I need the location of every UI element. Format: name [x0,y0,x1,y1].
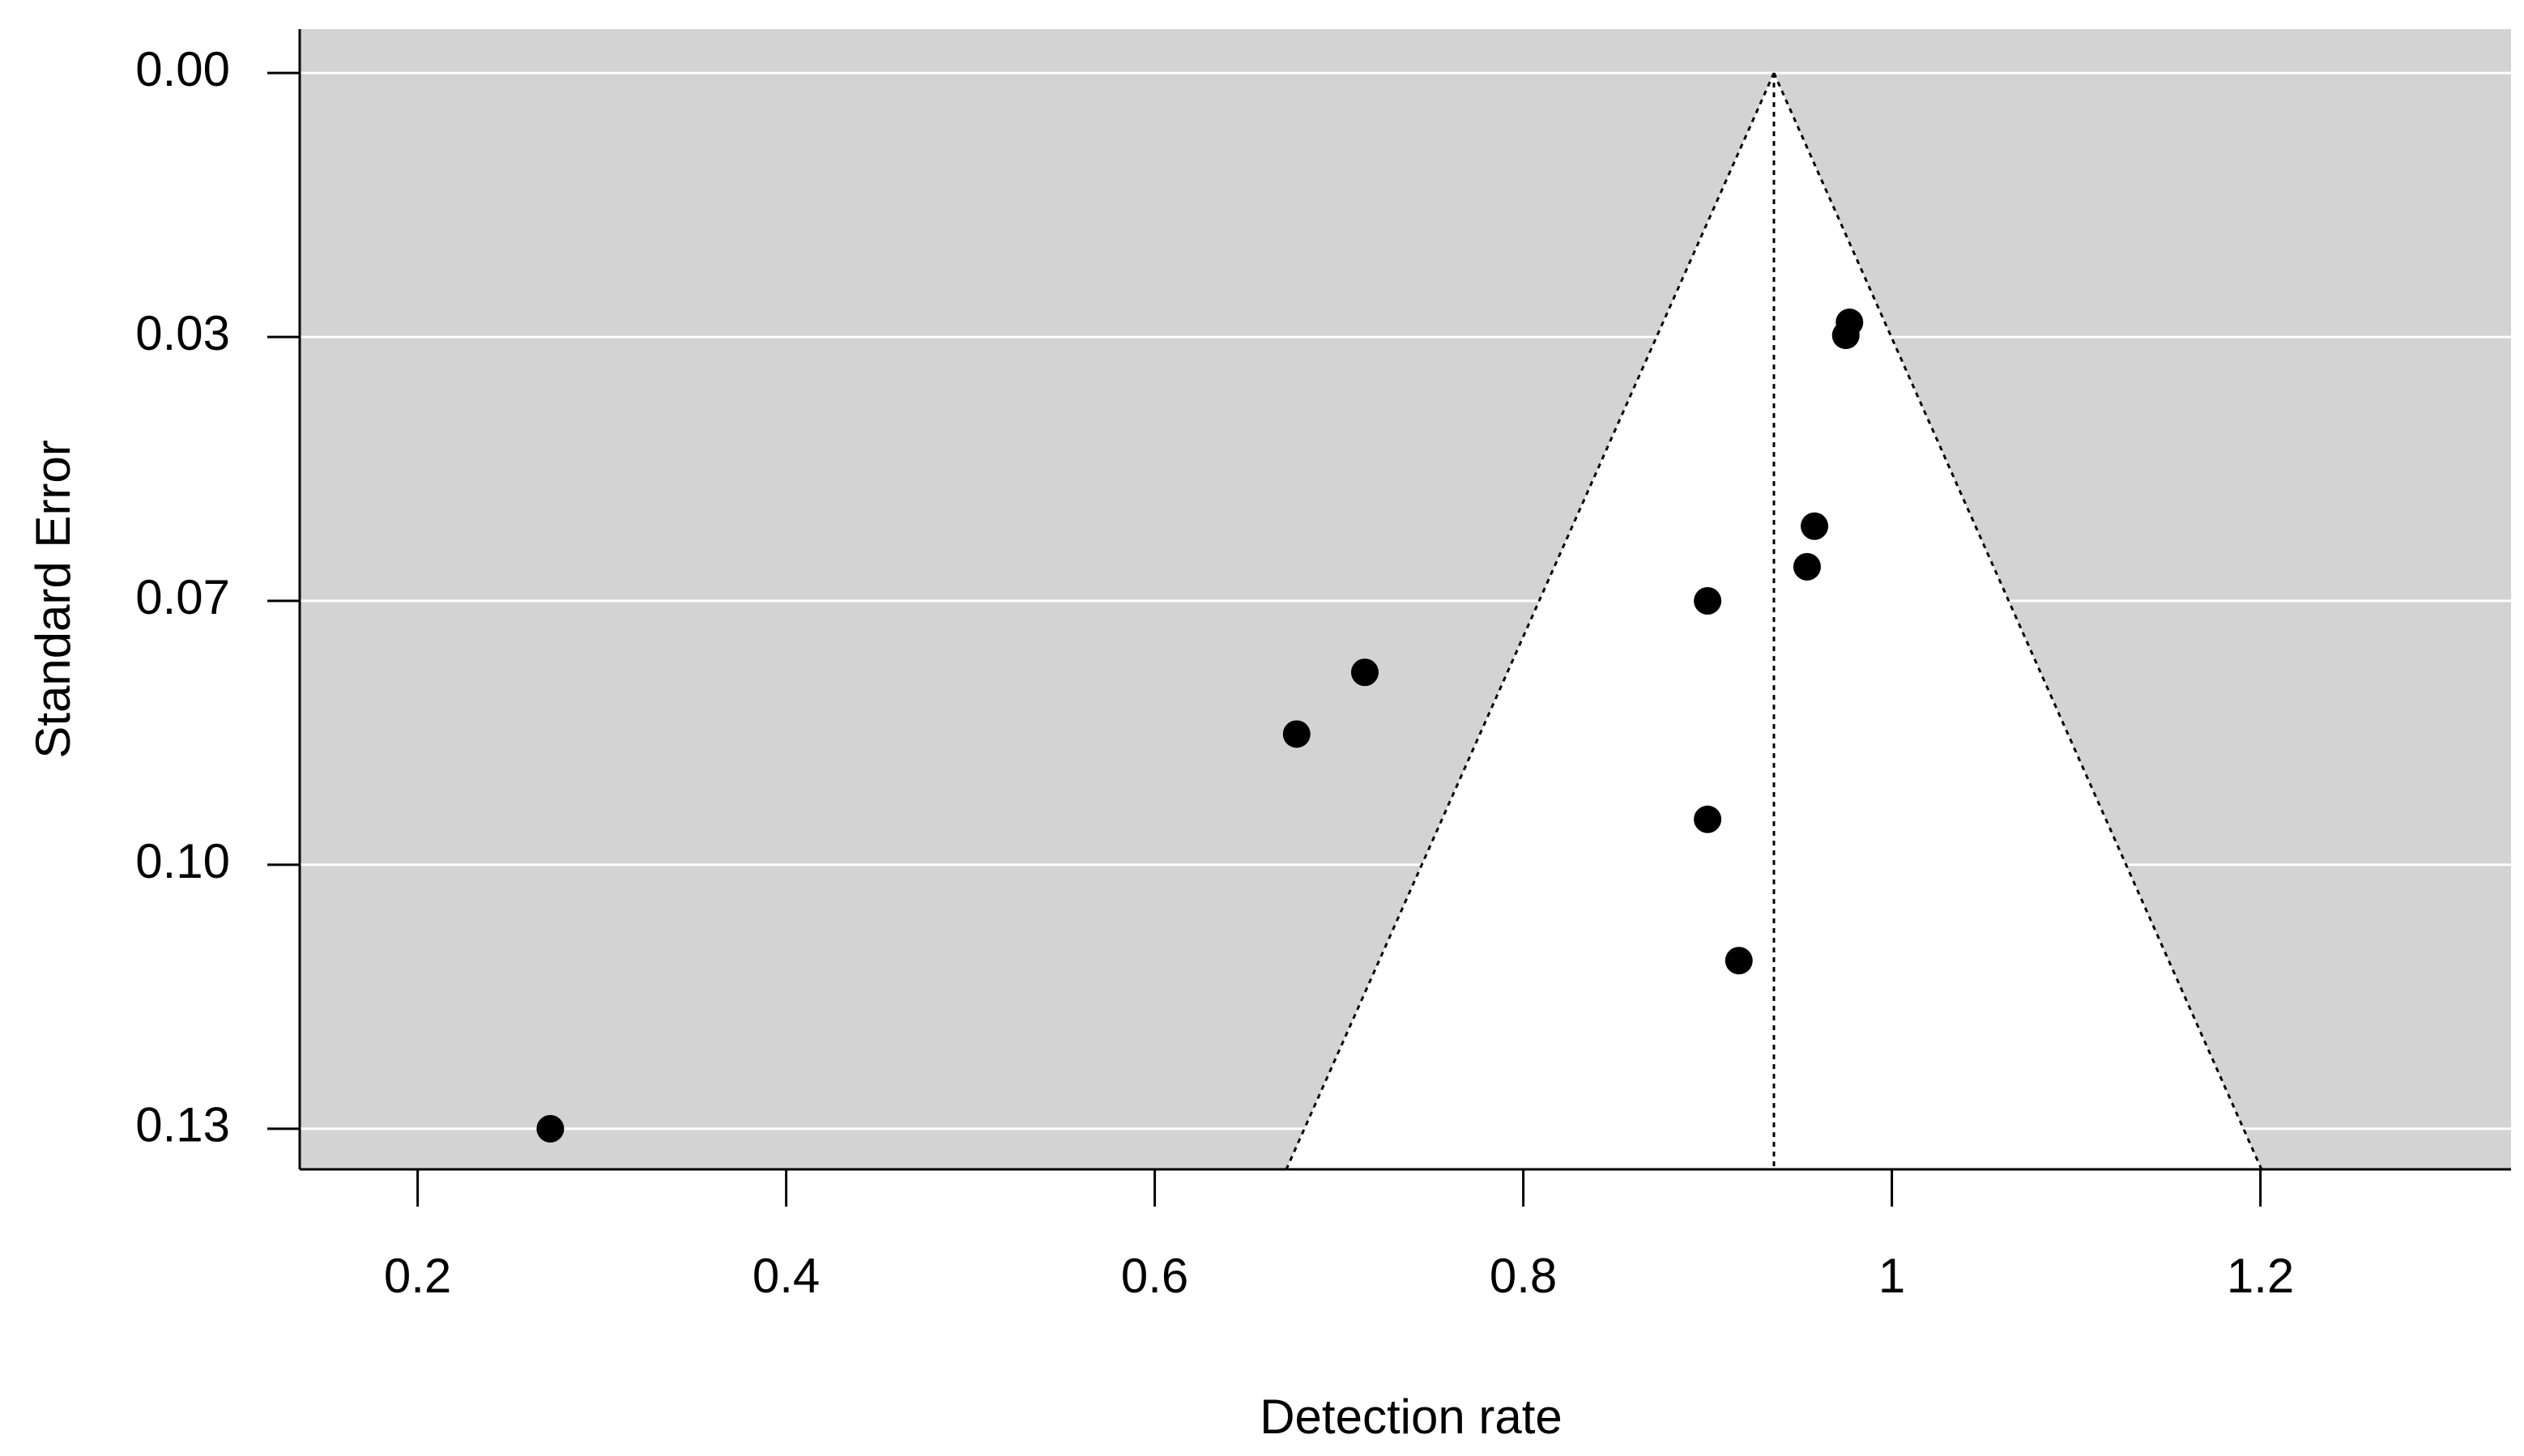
y-tick-label: 0.07 [135,570,230,624]
y-tick-label: 0.10 [135,834,230,888]
point [1831,321,1860,350]
point [1282,720,1311,748]
x-tick-label: 0.8 [1490,1249,1557,1303]
point [1793,552,1821,581]
x-tick-label: 0.6 [1121,1249,1188,1303]
x-tick-label: 0.4 [753,1249,820,1303]
point [1694,587,1722,615]
point [1725,947,1753,975]
x-tick-label: 1 [1878,1249,1905,1303]
point [1350,658,1379,687]
x-axis-title: Detection rate [1260,1390,1563,1444]
x-tick-label: 0.2 [384,1249,451,1303]
y-tick-label: 0.03 [135,306,230,360]
x-tick-label: 1.2 [2227,1249,2294,1303]
point [1694,805,1722,833]
point [1801,512,1829,540]
y-tick-label: 0.00 [135,42,230,96]
y-tick-label: 0.13 [135,1098,230,1152]
point [536,1114,565,1143]
y-axis-title: Standard Error [26,440,80,759]
